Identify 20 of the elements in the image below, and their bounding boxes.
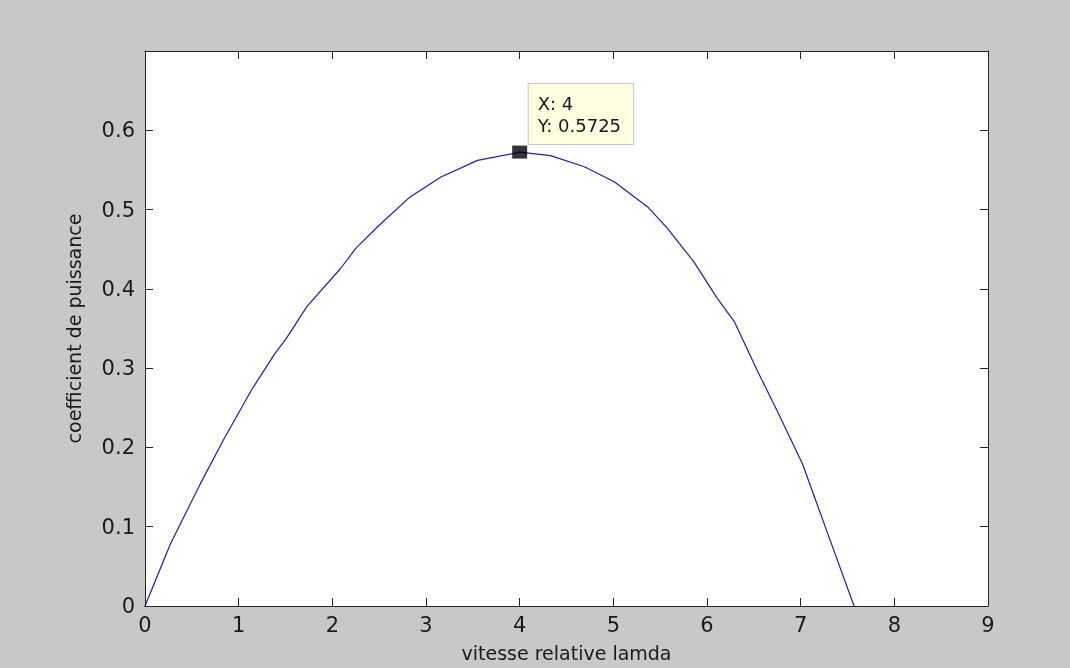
y-tick-label: 0: [121, 594, 135, 618]
y-axis-title: coefficient de puissance: [62, 213, 85, 444]
x-tick-label: 4: [512, 612, 527, 637]
x-axis-title: vitesse relative lamda: [461, 641, 672, 664]
annotation: X: 4 Y: 0.5725: [536, 92, 622, 136]
y-tick-label: 0.6: [101, 118, 135, 143]
x-tick-label: 9: [981, 612, 995, 637]
y-tick-label: 0.1: [101, 514, 135, 539]
x-tick-label: 0: [138, 612, 152, 637]
x-tick-label: 7: [793, 612, 808, 637]
x-tick-label: 2: [325, 612, 340, 637]
y-tick-label: 0.4: [101, 276, 135, 301]
y-tick-label: 0.3: [101, 356, 135, 381]
x-tick-label: 5: [606, 612, 621, 637]
y-tick-label: 0.5: [101, 197, 135, 222]
x-tick-label: 6: [700, 612, 714, 637]
y-tick-label: 0.2: [101, 435, 135, 460]
x-tick-label: 3: [419, 612, 433, 637]
x-tick-label: 1: [231, 612, 246, 637]
x-tick-label: 8: [887, 612, 902, 637]
